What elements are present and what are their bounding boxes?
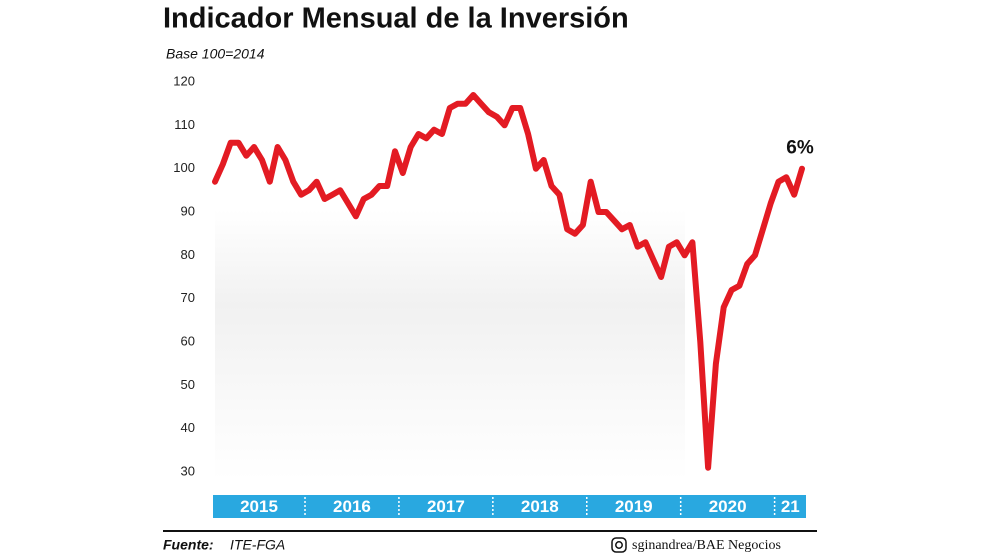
x-tick-label: 2016 xyxy=(333,497,371,516)
y-tick-label: 50 xyxy=(181,377,195,392)
y-tick-label: 100 xyxy=(173,160,195,175)
background-photo xyxy=(215,210,685,480)
x-tick-label: 2019 xyxy=(615,497,653,516)
x-tick-label: 2018 xyxy=(521,497,559,516)
y-tick-label: 90 xyxy=(181,203,195,218)
chart-title: Indicador Mensual de la Inversión xyxy=(163,3,629,35)
x-tick-label: 2020 xyxy=(709,497,747,516)
x-tick-label: 2017 xyxy=(427,497,465,516)
x-tick-label: 21 xyxy=(781,497,800,516)
y-tick-label: 70 xyxy=(181,290,195,305)
source-label: Fuente: xyxy=(163,537,214,553)
y-tick-label: 80 xyxy=(181,247,195,262)
instagram-icon-lens xyxy=(615,541,623,549)
credit: sginandrea/BAE Negocios xyxy=(632,538,781,553)
data-line xyxy=(212,92,805,471)
y-tick-label: 30 xyxy=(181,463,195,478)
y-tick-label: 120 xyxy=(173,73,195,88)
y-tick-label: 40 xyxy=(181,420,195,435)
year-band xyxy=(213,495,806,518)
subtitle: Base 100=2014 xyxy=(166,46,265,62)
y-tick-label: 110 xyxy=(174,117,195,132)
end-annotation: 6% xyxy=(786,138,814,159)
source: ITE-FGA xyxy=(230,537,285,553)
y-tick-label: 60 xyxy=(181,333,195,348)
x-tick-label: 2015 xyxy=(240,497,278,516)
instagram-icon xyxy=(611,537,627,553)
